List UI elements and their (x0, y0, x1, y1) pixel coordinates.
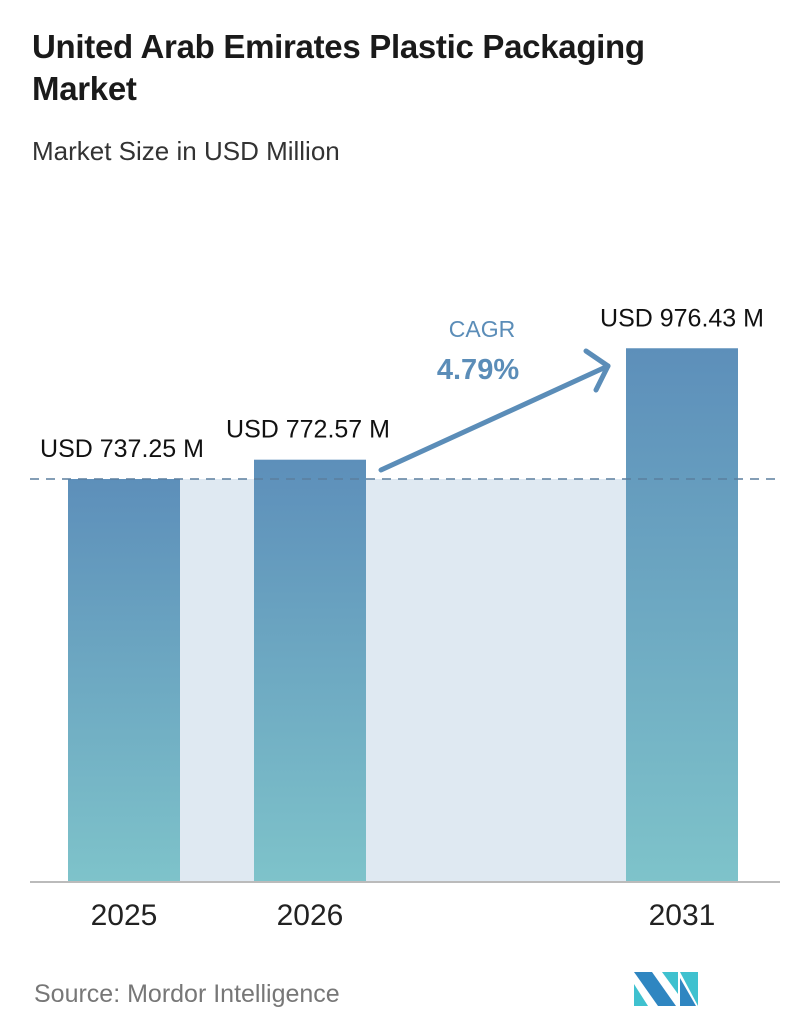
cagr-arrowhead-icon (583, 348, 611, 393)
baseline-shade (180, 479, 626, 882)
bar-2026 (254, 459, 366, 882)
cagr-value: 4.79% (437, 354, 519, 386)
chart-title: United Arab Emirates Plastic Packaging M… (32, 28, 645, 107)
data-label-2026: USD 772.57 M (226, 416, 390, 444)
x-tick-2031: 2031 (649, 899, 716, 932)
data-label-2025: USD 737.25 M (40, 435, 204, 463)
bar-2031 (626, 348, 738, 882)
x-tick-2025: 2025 (91, 899, 158, 932)
cagr-label: CAGR (449, 316, 515, 342)
mordor-logo-icon (634, 972, 698, 1006)
cagr-arrow-line (378, 363, 611, 473)
source-note: Source: Mordor Intelligence (34, 980, 340, 1008)
chart-subtitle: Market Size in USD Million (32, 136, 340, 166)
data-label-2031: USD 976.43 M (600, 304, 764, 332)
x-tick-2026: 2026 (277, 899, 344, 932)
bar-2025 (68, 479, 180, 882)
